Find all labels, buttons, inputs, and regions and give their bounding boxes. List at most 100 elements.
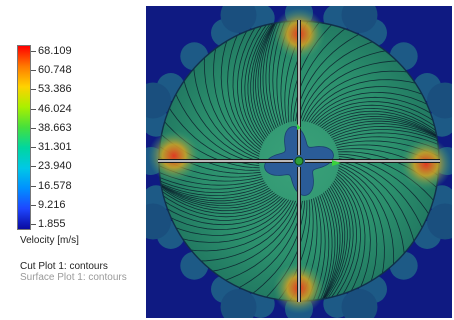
streamline: [324, 182, 351, 301]
outer-lobe: [427, 82, 452, 119]
legend-tick-mark: [31, 127, 36, 129]
streamline: [249, 200, 306, 297]
streamline: [177, 199, 292, 243]
streamline: [331, 125, 439, 141]
streamline: [259, 21, 278, 131]
streamline: [203, 52, 260, 157]
streamline: [159, 192, 281, 218]
streamline: [315, 101, 438, 125]
streamline: [195, 200, 296, 262]
outer-lobe: [220, 289, 257, 318]
streamline: [221, 200, 301, 283]
legend-tick-label: 60.748: [38, 64, 72, 77]
streamline: [159, 179, 266, 193]
streamline: [165, 198, 287, 231]
streamline: [159, 188, 279, 215]
impeller-blades: [158, 20, 440, 302]
streamline: [265, 21, 280, 129]
streamline: [332, 129, 439, 143]
streamline: [306, 79, 421, 123]
streamline: [192, 63, 260, 160]
streamline: [329, 123, 439, 140]
legend-units-label: Velocity [m/s]: [20, 235, 79, 246]
legend-tick-mark: [31, 147, 36, 149]
flow-arrow-up: [297, 124, 301, 130]
streamline: [252, 21, 277, 136]
cut-plot-label[interactable]: Cut Plot 1: contours: [20, 261, 108, 272]
streamline: [244, 21, 271, 142]
streamline: [292, 25, 349, 122]
streamline: [337, 169, 378, 287]
streamline: [255, 21, 278, 135]
center-shaft: [294, 156, 304, 166]
streamline: [338, 165, 395, 270]
outer-lobe: [427, 203, 452, 240]
streamline: [320, 187, 343, 301]
streamline: [335, 176, 361, 299]
streamline: [333, 178, 358, 301]
legend-tick-label: 46.024: [38, 102, 72, 115]
streamline: [338, 162, 406, 259]
outer-lobe: [341, 289, 378, 318]
flow-plot-viewport[interactable]: [146, 6, 452, 318]
streamline: [159, 182, 270, 202]
streamline: [159, 175, 265, 190]
streamline: [304, 70, 413, 122]
streamline: [159, 183, 274, 207]
outer-lobe: [341, 6, 378, 33]
streamline: [321, 110, 439, 137]
streamline: [173, 89, 260, 164]
streamline: [232, 26, 262, 148]
streamline: [247, 21, 274, 140]
legend-tick-mark: [31, 204, 36, 206]
surface-plot-label[interactable]: Surface Plot 1: contours: [20, 272, 127, 283]
streamline: [159, 182, 272, 204]
streamline: [302, 60, 403, 122]
streamline: [326, 118, 439, 140]
streamline: [324, 115, 439, 139]
streamline: [159, 181, 267, 197]
hotspot: [400, 138, 452, 190]
streamline: [313, 96, 436, 124]
streamline: [227, 30, 261, 151]
streamline: [338, 167, 385, 279]
outer-lobe: [146, 82, 171, 119]
streamline: [321, 186, 346, 301]
velocity-legend: 68.109 60.748 53.386 46.024 38.663 31.301 23.9…: [0, 0, 146, 320]
legend-tick-mark: [31, 108, 36, 110]
streamline: [257, 21, 278, 133]
streamline: [327, 180, 354, 301]
streamline: [320, 189, 341, 301]
legend-tick-label: 38.663: [38, 121, 72, 134]
legend-tick-label: 1.855: [38, 218, 66, 230]
streamline: [159, 182, 269, 199]
legend-tick-label: 68.109: [38, 45, 72, 57]
streamline: [322, 184, 348, 301]
streamline: [262, 21, 278, 130]
streamline: [299, 49, 391, 122]
streamline: [323, 113, 439, 139]
streamline: [337, 171, 371, 292]
streamline: [240, 21, 265, 144]
streamline: [320, 191, 339, 301]
streamline: [338, 160, 416, 246]
streamline: [170, 199, 290, 236]
legend-tick-label: 16.578: [38, 179, 72, 192]
streamline: [237, 23, 263, 146]
legend-tick-label: 31.301: [38, 141, 72, 154]
legend-tick-mark: [31, 166, 36, 168]
streamline: [207, 200, 299, 273]
streamline: [317, 104, 439, 130]
legend-tick-mark: [31, 224, 36, 225]
streamline: [320, 192, 336, 301]
legend-tick-mark: [31, 89, 36, 91]
streamline: [250, 21, 276, 138]
legend-tick-label: 9.216: [38, 198, 66, 211]
streamline: [159, 183, 275, 209]
legend-tick-mark: [31, 185, 36, 187]
legend-tick-mark: [31, 70, 36, 72]
streamline: [182, 76, 260, 162]
streamline: [319, 107, 439, 134]
streamline: [213, 43, 260, 155]
streamline: [162, 198, 285, 226]
